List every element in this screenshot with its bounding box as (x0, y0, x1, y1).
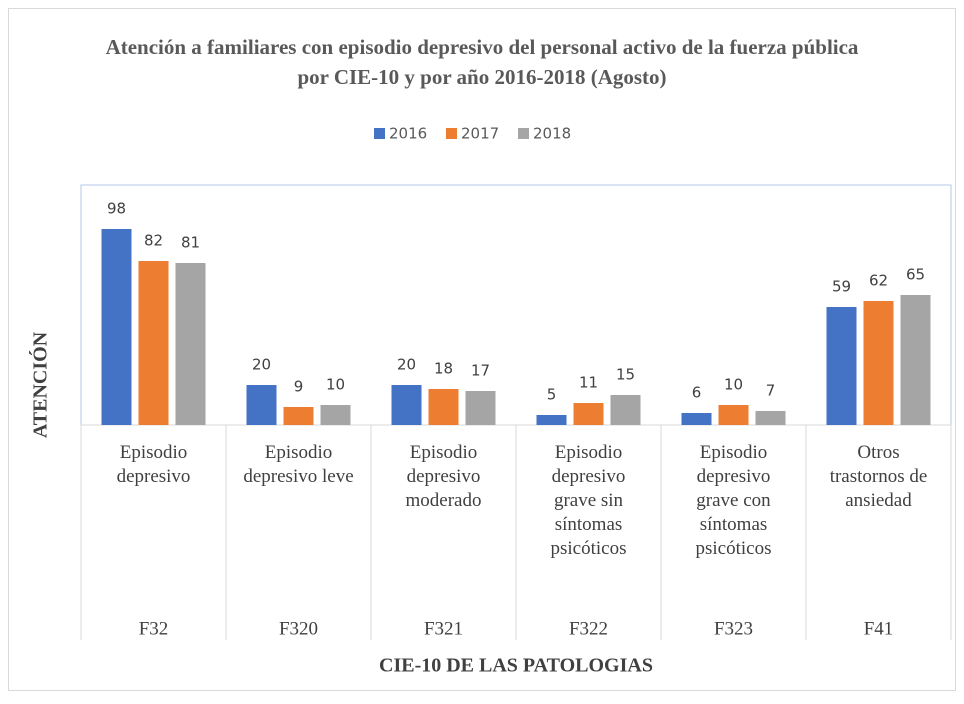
data-label: 59 (832, 278, 851, 296)
bar (138, 261, 169, 425)
x-tick-code: F32 (139, 618, 169, 639)
bar (246, 385, 277, 425)
data-label: 10 (326, 376, 345, 394)
plot-border (80, 184, 952, 426)
legend-label: 2018 (533, 125, 571, 143)
x-tick-code: F320 (279, 618, 318, 639)
legend-swatch (518, 128, 529, 139)
data-label: 18 (434, 360, 453, 378)
data-label: 82 (144, 232, 163, 250)
x-tick-label: Episodio depresivo (116, 442, 191, 487)
data-label: 17 (471, 362, 490, 380)
bar (283, 407, 314, 425)
bar (826, 307, 857, 425)
x-tick-code: F323 (714, 618, 753, 639)
x-tick-code: F321 (424, 618, 463, 639)
bar (573, 403, 604, 425)
bar (681, 413, 712, 425)
bar (900, 295, 931, 425)
bar (536, 415, 567, 425)
data-label: 10 (724, 376, 743, 394)
bar (391, 385, 422, 425)
data-label: 65 (906, 266, 925, 284)
bar (320, 405, 351, 425)
x-tick-label: Episodio depresivo grave sin síntomas ps… (550, 442, 627, 559)
chart-border (8, 8, 956, 691)
x-axis-title: CIE-10 DE LAS PATOLOGIAS (379, 655, 653, 677)
bar (718, 405, 749, 425)
y-axis-title: ATENCIÓN (28, 331, 52, 438)
bar (101, 229, 132, 425)
legend-label: 2017 (461, 125, 499, 143)
chart-title: Atención a familiares con episodio depre… (105, 35, 859, 89)
bar (465, 391, 496, 425)
x-tick-label: Otros trastornos de ansiedad (829, 442, 928, 511)
data-label: 9 (294, 378, 304, 396)
bar (863, 301, 894, 425)
data-label: 62 (869, 272, 888, 290)
x-tick-code: F41 (864, 618, 894, 639)
x-tick-label: Episodio depresivo leve (243, 442, 354, 487)
data-label: 11 (579, 374, 598, 392)
data-label: 20 (252, 356, 271, 374)
legend-swatch (374, 128, 385, 139)
data-label: 6 (692, 384, 702, 402)
bar (175, 263, 206, 425)
bar (428, 389, 459, 425)
bar (610, 395, 641, 425)
x-tick-label: Episodio depresivo moderado (405, 442, 482, 511)
legend-label: 2016 (389, 125, 427, 143)
data-label: 5 (547, 386, 557, 404)
data-label: 98 (107, 200, 126, 218)
data-label: 81 (181, 234, 200, 252)
bar (755, 411, 786, 425)
data-label: 15 (616, 366, 635, 384)
x-tick-label: Episodio depresivo grave con síntomas ps… (695, 442, 772, 559)
data-label: 20 (397, 356, 416, 374)
x-tick-code: F322 (569, 618, 608, 639)
legend-swatch (446, 128, 457, 139)
data-label: 7 (766, 382, 776, 400)
